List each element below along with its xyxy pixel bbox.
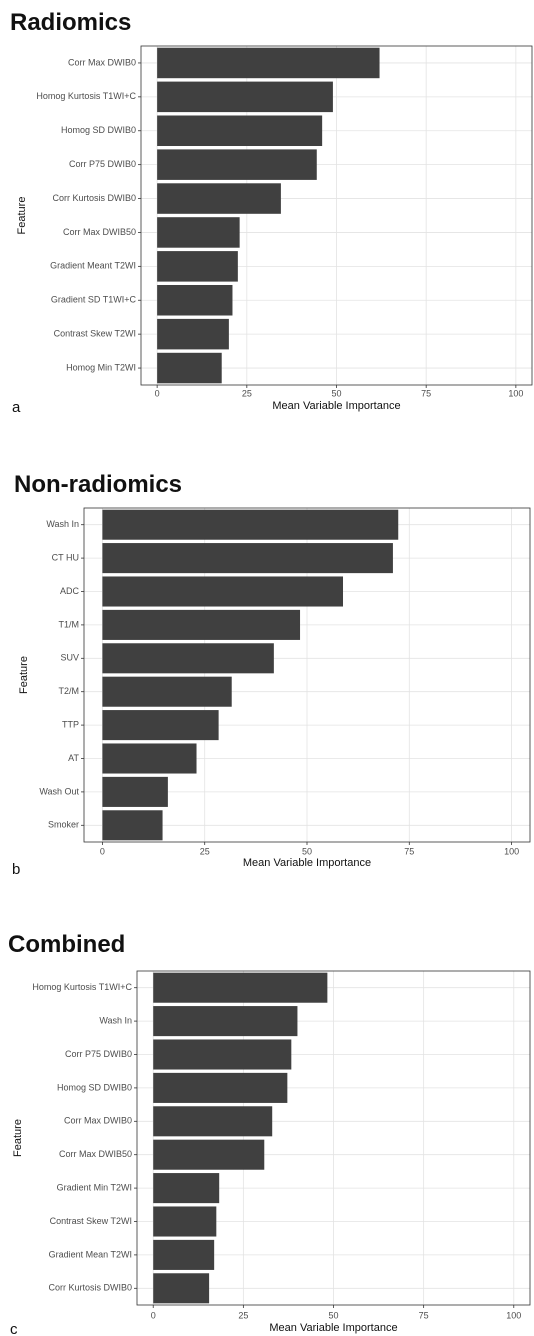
y-tick-label: Corr Max DWIB0 (68, 57, 136, 67)
y-axis-label: Feature (18, 656, 30, 694)
chart-title: Combined (8, 931, 125, 958)
panel-label: b (12, 861, 20, 878)
bar (153, 1239, 215, 1270)
bar (153, 1072, 288, 1103)
bar (153, 972, 328, 1003)
bar (102, 743, 197, 774)
plot-border (140, 45, 533, 386)
x-tick-label: 25 (200, 846, 210, 856)
y-tick-label: CT HU (52, 552, 79, 562)
y-axis-label: Feature (16, 197, 28, 235)
y-tick-label: Homog Min T2WI (66, 362, 136, 372)
x-axis-label: Mean Variable Importance (272, 400, 400, 412)
x-tick-label: 0 (151, 1310, 156, 1320)
plot-border (83, 507, 531, 843)
bar (153, 1006, 298, 1037)
y-tick-label: Gradient Meant T2WI (50, 261, 136, 271)
y-tick-label: Homog SD DWIB0 (57, 1082, 132, 1092)
y-tick-label: Wash In (46, 519, 79, 529)
x-tick-label: 75 (421, 388, 431, 398)
y-axis-label: Feature (12, 1119, 24, 1157)
bar (157, 284, 233, 316)
bar (153, 1206, 217, 1237)
y-tick-label: Gradient Mean T2WI (49, 1249, 132, 1259)
bar (157, 183, 281, 214)
y-tick-label: Corr Kurtosis DWIB0 (52, 193, 136, 203)
bar (157, 217, 240, 248)
bar (102, 776, 168, 807)
y-tick-label: Smoker (48, 820, 79, 830)
x-tick-label: 0 (155, 388, 160, 398)
x-tick-label: 25 (242, 388, 252, 398)
bar (157, 318, 229, 350)
y-tick-label: Corr Max DWIB0 (64, 1116, 132, 1126)
chart-title: Radiomics (10, 9, 131, 36)
bar (102, 676, 232, 707)
bar (102, 710, 219, 741)
y-tick-label: Wash Out (39, 786, 79, 796)
panel-label: c (10, 1321, 18, 1336)
bar (153, 1139, 265, 1170)
x-tick-label: 25 (238, 1310, 248, 1320)
y-tick-label: Corr Max DWIB50 (63, 227, 136, 237)
bar (153, 1039, 292, 1070)
y-tick-label: Corr P75 DWIB0 (65, 1049, 132, 1059)
y-tick-label: Contrast Skew T2WI (54, 329, 136, 339)
bar (157, 81, 333, 113)
bar (157, 352, 222, 384)
x-tick-label: 100 (504, 846, 519, 856)
x-tick-label: 75 (419, 1310, 429, 1320)
bar (102, 609, 301, 640)
y-tick-label: T2/M (58, 686, 79, 696)
x-tick-label: 75 (404, 846, 414, 856)
x-tick-label: 50 (328, 1310, 338, 1320)
x-tick-label: 50 (302, 846, 312, 856)
bar (153, 1106, 273, 1137)
bar (102, 576, 344, 607)
x-tick-label: 100 (508, 388, 523, 398)
y-tick-label: Homog SD DWIB0 (61, 125, 136, 135)
chart-title: Non-radiomics (14, 471, 182, 498)
y-tick-label: Gradient Min T2WI (57, 1182, 132, 1192)
y-tick-label: ADC (60, 586, 80, 596)
x-tick-label: 0 (100, 846, 105, 856)
x-axis-label: Mean Variable Importance (243, 857, 371, 869)
bar (102, 643, 274, 674)
y-tick-label: Contrast Skew T2WI (50, 1216, 132, 1226)
bar (102, 543, 393, 574)
plot-border (136, 970, 531, 1306)
y-tick-label: Gradient SD T1WI+C (51, 295, 137, 305)
bar (157, 149, 317, 180)
x-tick-label: 50 (331, 388, 341, 398)
x-tick-label: 100 (506, 1310, 521, 1320)
bar (157, 47, 380, 79)
y-tick-label: Homog Kurtosis T1WI+C (36, 91, 136, 101)
y-tick-label: SUV (60, 653, 79, 663)
bar (153, 1173, 220, 1204)
bar (157, 115, 323, 147)
x-axis-label: Mean Variable Importance (269, 1322, 397, 1334)
bar (102, 810, 163, 841)
y-tick-label: T1/M (58, 619, 79, 629)
bar (102, 509, 399, 540)
bar (157, 251, 238, 282)
y-tick-label: Corr Kurtosis DWIB0 (48, 1283, 132, 1293)
y-tick-label: Homog Kurtosis T1WI+C (32, 982, 132, 992)
y-tick-label: Corr P75 DWIB0 (69, 159, 136, 169)
bar (153, 1273, 210, 1304)
y-tick-label: Corr Max DWIB50 (59, 1149, 132, 1159)
panel-label: a (12, 399, 21, 416)
y-tick-label: Wash In (99, 1015, 132, 1025)
y-tick-label: AT (68, 753, 79, 763)
y-tick-label: TTP (62, 719, 79, 729)
